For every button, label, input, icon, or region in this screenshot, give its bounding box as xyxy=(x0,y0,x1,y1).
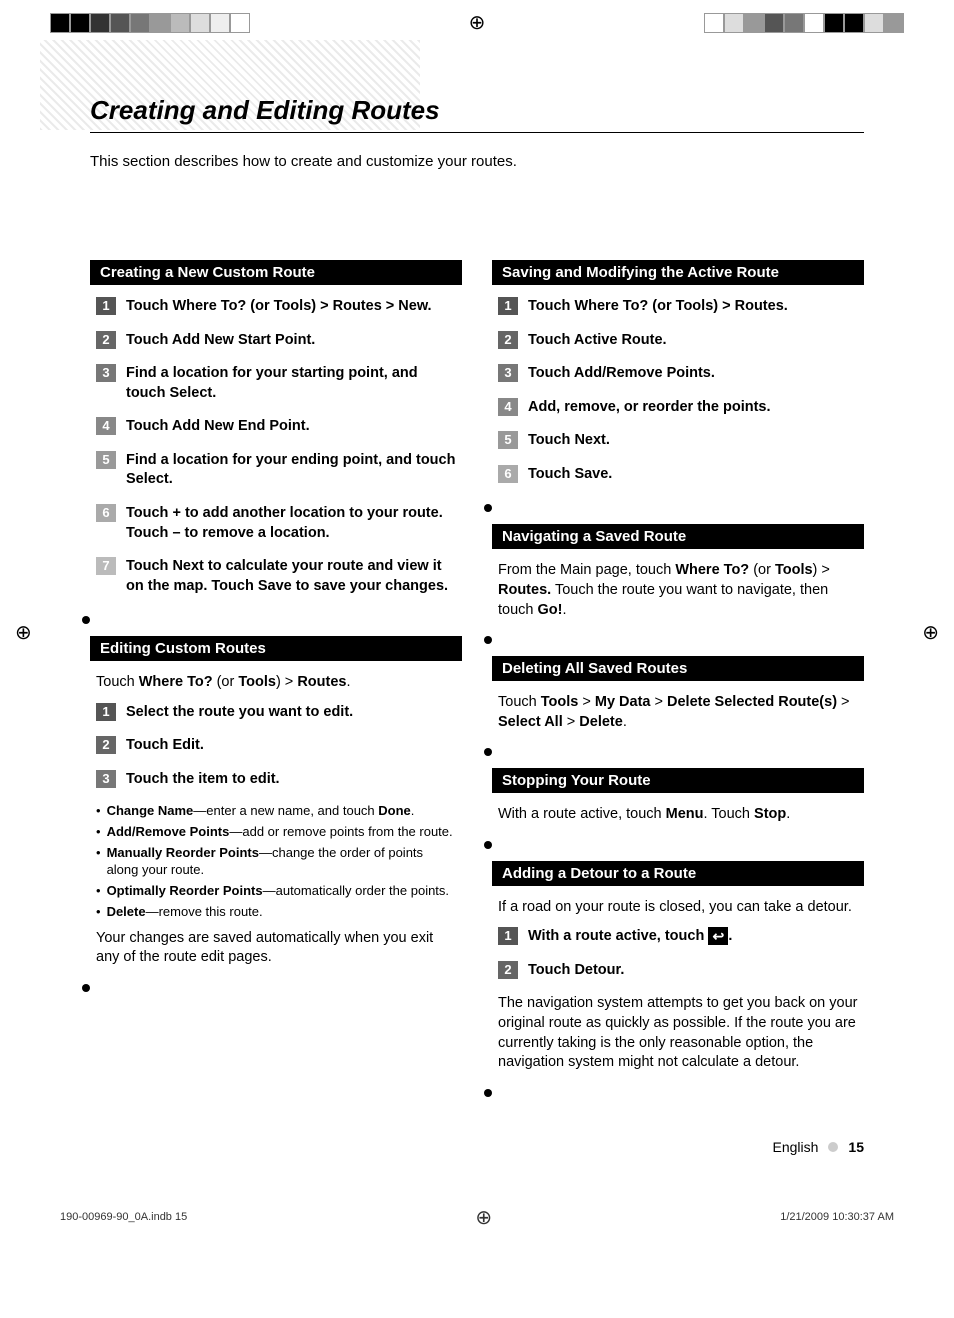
section-navigating-route: Navigating a Saved Route From the Main p… xyxy=(492,524,864,638)
step-text: Touch Active Route. xyxy=(528,331,858,351)
section-editing-routes: Editing Custom Routes Touch Where To? (o… xyxy=(90,636,462,986)
step-number: 5 xyxy=(96,451,116,469)
step-number: 2 xyxy=(96,331,116,349)
section-header: Adding a Detour to a Route xyxy=(492,861,864,886)
left-column: Creating a New Custom Route 1 Touch Where… xyxy=(90,260,462,1109)
step-item: 6 Touch Save. xyxy=(498,465,858,485)
step-text: Touch Add/Remove Points. xyxy=(528,364,858,384)
section-header: Saving and Modifying the Active Route xyxy=(492,260,864,285)
intro-text: This section describes how to create and… xyxy=(90,153,864,170)
step-number: 2 xyxy=(498,331,518,349)
back-icon: ↩ xyxy=(708,927,728,945)
section-detour: Adding a Detour to a Route If a road on … xyxy=(492,861,864,1091)
section-header: Editing Custom Routes xyxy=(90,636,462,661)
step-number: 4 xyxy=(498,398,518,416)
step-text: Touch + to add another location to your … xyxy=(126,504,456,543)
step-item: 1 Touch Where To? (or Tools) > Routes > N… xyxy=(96,297,456,317)
section-deleting-routes: Deleting All Saved Routes Touch Tools > … xyxy=(492,656,864,750)
step-number: 2 xyxy=(498,961,518,979)
page-footer: English 15 xyxy=(90,1139,864,1155)
step-text: Touch Where To? (or Tools) > Routes. xyxy=(528,297,858,317)
print-footer-left: 190-00969-90_0A.indb 15 xyxy=(60,1211,187,1223)
body-text: Touch Where To? (or Tools) > Routes. xyxy=(96,673,456,693)
page-content: Creating and Editing Routes This section… xyxy=(0,35,954,1195)
right-column: Saving and Modifying the Active Route 1T… xyxy=(492,260,864,1109)
step-number: 3 xyxy=(96,770,116,788)
body-text: Touch Tools > My Data > Delete Selected … xyxy=(498,693,858,732)
step-number: 1 xyxy=(498,297,518,315)
bullet-item: Delete—remove this route. xyxy=(96,904,456,921)
section-new-route: Creating a New Custom Route 1 Touch Where… xyxy=(90,260,462,618)
section-header: Stopping Your Route xyxy=(492,768,864,793)
step-item: 1 With a route active, touch ↩. xyxy=(498,927,858,947)
step-number: 4 xyxy=(96,417,116,435)
body-text: From the Main page, touch Where To? (or … xyxy=(498,561,858,620)
step-item: 3 Touch the item to edit. xyxy=(96,770,456,790)
step-text: Touch the item to edit. xyxy=(126,770,456,790)
section-header: Deleting All Saved Routes xyxy=(492,656,864,681)
footer-page-number: 15 xyxy=(848,1139,864,1155)
footer-lang: English xyxy=(773,1139,819,1155)
step-text: Touch Detour. xyxy=(528,961,858,981)
step-text: Touch Next. xyxy=(528,431,858,451)
body-text: The navigation system attempts to get yo… xyxy=(498,994,858,1072)
step-number: 1 xyxy=(96,297,116,315)
step-number: 5 xyxy=(498,431,518,449)
step-number: 1 xyxy=(498,927,518,945)
step-text: Touch Add New End Point. xyxy=(126,417,456,437)
body-text: Your changes are saved automatically whe… xyxy=(96,929,456,968)
step-number: 1 xyxy=(96,703,116,721)
step-item: 2 Touch Edit. xyxy=(96,736,456,756)
step-text: Touch Next to calculate your route and v… xyxy=(126,557,456,596)
step-text: Find a location for your starting point,… xyxy=(126,364,456,403)
step-number: 6 xyxy=(498,465,518,483)
page-title: Creating and Editing Routes xyxy=(90,95,864,133)
step-item: 3 Find a location for your starting point… xyxy=(96,364,456,403)
step-item: 4 Touch Add New End Point. xyxy=(96,417,456,437)
print-footer-right: 1/21/2009 10:30:37 AM xyxy=(780,1211,894,1223)
footer-dot-icon xyxy=(828,1142,838,1152)
step-text: Select the route you want to edit. xyxy=(126,703,456,723)
step-item: 3 Touch Add/Remove Points. xyxy=(498,364,858,384)
step-text: Touch Edit. xyxy=(126,736,456,756)
step-text: Touch Save. xyxy=(528,465,858,485)
section-header: Creating a New Custom Route xyxy=(90,260,462,285)
step-number: 7 xyxy=(96,557,116,575)
step-item: 2 Touch Add New Start Point. xyxy=(96,331,456,351)
step-item: 5 Touch Next. xyxy=(498,431,858,451)
step-number: 6 xyxy=(96,504,116,522)
step-item: 6 Touch + to add another location to your… xyxy=(96,504,456,543)
step-item: 7 Touch Next to calculate your route and … xyxy=(96,557,456,596)
body-text: With a route active, touch Menu. Touch S… xyxy=(498,805,858,825)
bullet-item: Manually Reorder Points—change the order… xyxy=(96,845,456,879)
step-number: 3 xyxy=(498,364,518,382)
step-item: 4 Add, remove, or reorder the points. xyxy=(498,398,858,418)
step-item: 1 Select the route you want to edit. xyxy=(96,703,456,723)
step-item: 5 Find a location for your ending point, … xyxy=(96,451,456,490)
step-text: Touch Where To? (or Tools) > Routes > Ne… xyxy=(126,297,456,317)
bullet-item: Change Name—enter a new name, and touch … xyxy=(96,803,456,820)
step-number: 2 xyxy=(96,736,116,754)
color-bar-left xyxy=(50,13,250,33)
section-saving-route: Saving and Modifying the Active Route 1T… xyxy=(492,260,864,506)
step-text: With a route active, touch ↩. xyxy=(528,927,858,947)
bullet-item: Add/Remove Points—add or remove points f… xyxy=(96,824,456,841)
body-text: If a road on your route is closed, you c… xyxy=(498,898,858,918)
color-bar-right xyxy=(704,13,904,33)
step-number: 3 xyxy=(96,364,116,382)
section-header: Navigating a Saved Route xyxy=(492,524,864,549)
step-text: Touch Add New Start Point. xyxy=(126,331,456,351)
step-item: 2 Touch Detour. xyxy=(498,961,858,981)
registration-mark-icon: ⊕ xyxy=(475,1205,492,1230)
print-footer: 190-00969-90_0A.indb 15 ⊕ 1/21/2009 10:3… xyxy=(0,1195,954,1250)
step-text: Add, remove, or reorder the points. xyxy=(528,398,858,418)
registration-mark-icon: ⊕ xyxy=(469,10,486,35)
bullet-item: Optimally Reorder Points—automatically o… xyxy=(96,883,456,900)
print-marks-top: ⊕ xyxy=(0,0,954,35)
section-stopping-route: Stopping Your Route With a route active,… xyxy=(492,768,864,843)
step-text: Find a location for your ending point, a… xyxy=(126,451,456,490)
step-item: 2 Touch Active Route. xyxy=(498,331,858,351)
step-item: 1 Touch Where To? (or Tools) > Routes. xyxy=(498,297,858,317)
